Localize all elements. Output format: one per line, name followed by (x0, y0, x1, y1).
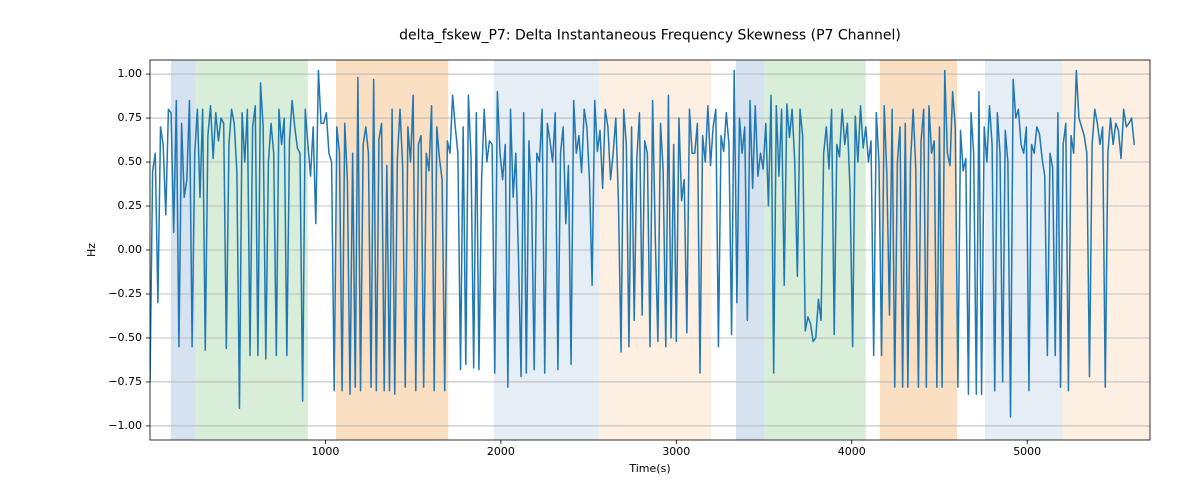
tick-label-x: 4000 (838, 445, 866, 458)
tick-label-x: 1000 (311, 445, 339, 458)
tick-label-y: −0.50 (108, 331, 142, 344)
tick-label-y: 1.00 (118, 67, 143, 80)
tick-label-y: 0.25 (118, 199, 143, 212)
tick-label-x: 2000 (487, 445, 515, 458)
tick-label-y: 0.75 (118, 111, 143, 124)
chart-title: delta_fskew_P7: Delta Instantaneous Freq… (399, 28, 901, 44)
tick-label-y: 0.00 (118, 243, 143, 256)
tick-label-y: −0.75 (108, 375, 142, 388)
chart-container: 1000 2000 3000 4000 5000 −1.00 −0.75 −0.50 −0.25… (0, 0, 1200, 500)
tick-label-y: −0.25 (108, 287, 142, 300)
y-axis-label: Hz (85, 243, 98, 257)
tick-label-x: 3000 (662, 445, 690, 458)
tick-label-y: 0.50 (118, 155, 143, 168)
tick-label-x: 5000 (1013, 445, 1041, 458)
chart-svg: 1000 2000 3000 4000 5000 −1.00 −0.75 −0.50 −0.25… (0, 0, 1200, 500)
x-axis-label: Time(s) (628, 462, 670, 475)
tick-label-y: −1.00 (108, 419, 142, 432)
